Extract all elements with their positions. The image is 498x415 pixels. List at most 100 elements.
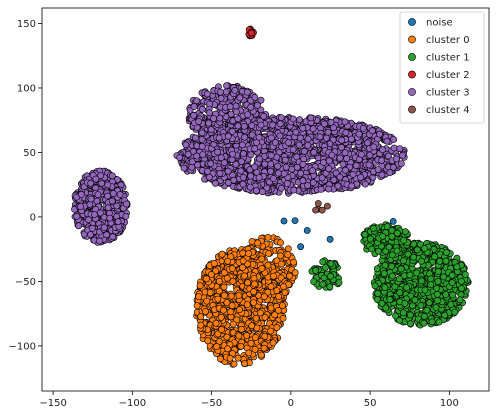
data-point	[248, 322, 256, 330]
data-point	[456, 296, 464, 304]
data-point	[247, 172, 255, 180]
data-point	[390, 136, 398, 143]
data-point	[279, 302, 286, 309]
data-point	[212, 319, 220, 327]
data-point	[205, 173, 213, 181]
data-point	[217, 88, 224, 96]
data-point	[420, 312, 428, 320]
data-point	[400, 257, 407, 265]
data-point	[399, 151, 406, 159]
data-point	[338, 143, 345, 151]
data-point	[108, 172, 116, 180]
data-point	[248, 237, 256, 245]
data-point	[309, 167, 316, 175]
data-point	[317, 185, 325, 193]
data-point	[257, 121, 265, 129]
data-point	[361, 231, 369, 238]
data-point	[365, 161, 373, 169]
data-point	[216, 114, 224, 122]
data-point	[267, 134, 275, 142]
data-point	[221, 292, 228, 299]
data-point	[229, 320, 237, 328]
data-point	[235, 306, 243, 314]
data-point	[277, 239, 284, 246]
legend-marker	[408, 35, 416, 44]
data-point	[435, 318, 443, 326]
legend-marker	[408, 70, 416, 79]
data-point	[417, 302, 425, 309]
data-point	[247, 103, 255, 111]
data-point	[280, 170, 288, 177]
data-point	[93, 197, 101, 205]
data-point	[251, 163, 259, 171]
data-point	[196, 282, 204, 290]
data-point	[215, 277, 223, 285]
data-point	[240, 272, 248, 280]
data-point	[250, 288, 258, 296]
data-point	[239, 180, 247, 188]
data-point	[87, 195, 95, 203]
data-point	[277, 260, 285, 268]
data-point	[238, 141, 246, 149]
data-point	[299, 124, 307, 132]
data-point	[299, 177, 307, 185]
data-point	[304, 135, 312, 143]
data-point	[434, 277, 442, 285]
data-point	[230, 176, 238, 184]
data-point	[277, 252, 284, 260]
data-point	[368, 245, 376, 253]
data-point	[176, 154, 184, 161]
data-point	[256, 309, 264, 317]
data-point	[214, 330, 222, 338]
data-point	[310, 148, 318, 156]
data-point	[77, 203, 84, 210]
data-point	[336, 154, 344, 162]
data-point	[395, 275, 403, 283]
data-point	[123, 200, 130, 208]
data-point	[341, 166, 349, 174]
data-point	[235, 292, 243, 299]
data-point	[210, 260, 218, 267]
data-point	[293, 163, 301, 171]
data-point	[203, 297, 211, 305]
data-point	[224, 257, 232, 265]
data-point	[247, 29, 255, 37]
data-point	[211, 179, 219, 187]
x-tick-label: 100	[440, 398, 459, 409]
y-tick-label: 50	[23, 148, 36, 159]
data-point	[92, 175, 100, 183]
data-point	[116, 191, 124, 198]
data-point	[378, 156, 385, 164]
data-point	[247, 151, 255, 159]
data-point	[198, 105, 206, 113]
data-point	[110, 190, 117, 197]
data-point	[267, 151, 275, 159]
data-point	[291, 217, 299, 224]
data-point	[122, 212, 130, 220]
data-point	[292, 128, 300, 136]
data-point	[231, 87, 239, 94]
data-point	[243, 332, 251, 339]
data-point	[203, 275, 210, 283]
data-point	[239, 264, 246, 271]
data-point	[296, 134, 304, 142]
data-point	[223, 82, 230, 90]
data-point	[420, 319, 428, 327]
data-point	[397, 265, 405, 273]
data-point	[378, 171, 386, 179]
data-point	[244, 111, 251, 118]
data-point	[195, 118, 203, 125]
data-point	[352, 162, 360, 169]
data-point	[388, 262, 395, 270]
data-point	[441, 311, 449, 319]
data-point	[258, 255, 266, 263]
data-point	[342, 129, 350, 137]
data-point	[270, 272, 277, 280]
data-point	[385, 243, 393, 251]
data-point	[230, 360, 238, 368]
data-point	[451, 308, 459, 316]
data-point	[388, 232, 396, 240]
series-noise	[280, 217, 397, 251]
data-point	[343, 155, 351, 162]
data-point	[237, 325, 245, 333]
